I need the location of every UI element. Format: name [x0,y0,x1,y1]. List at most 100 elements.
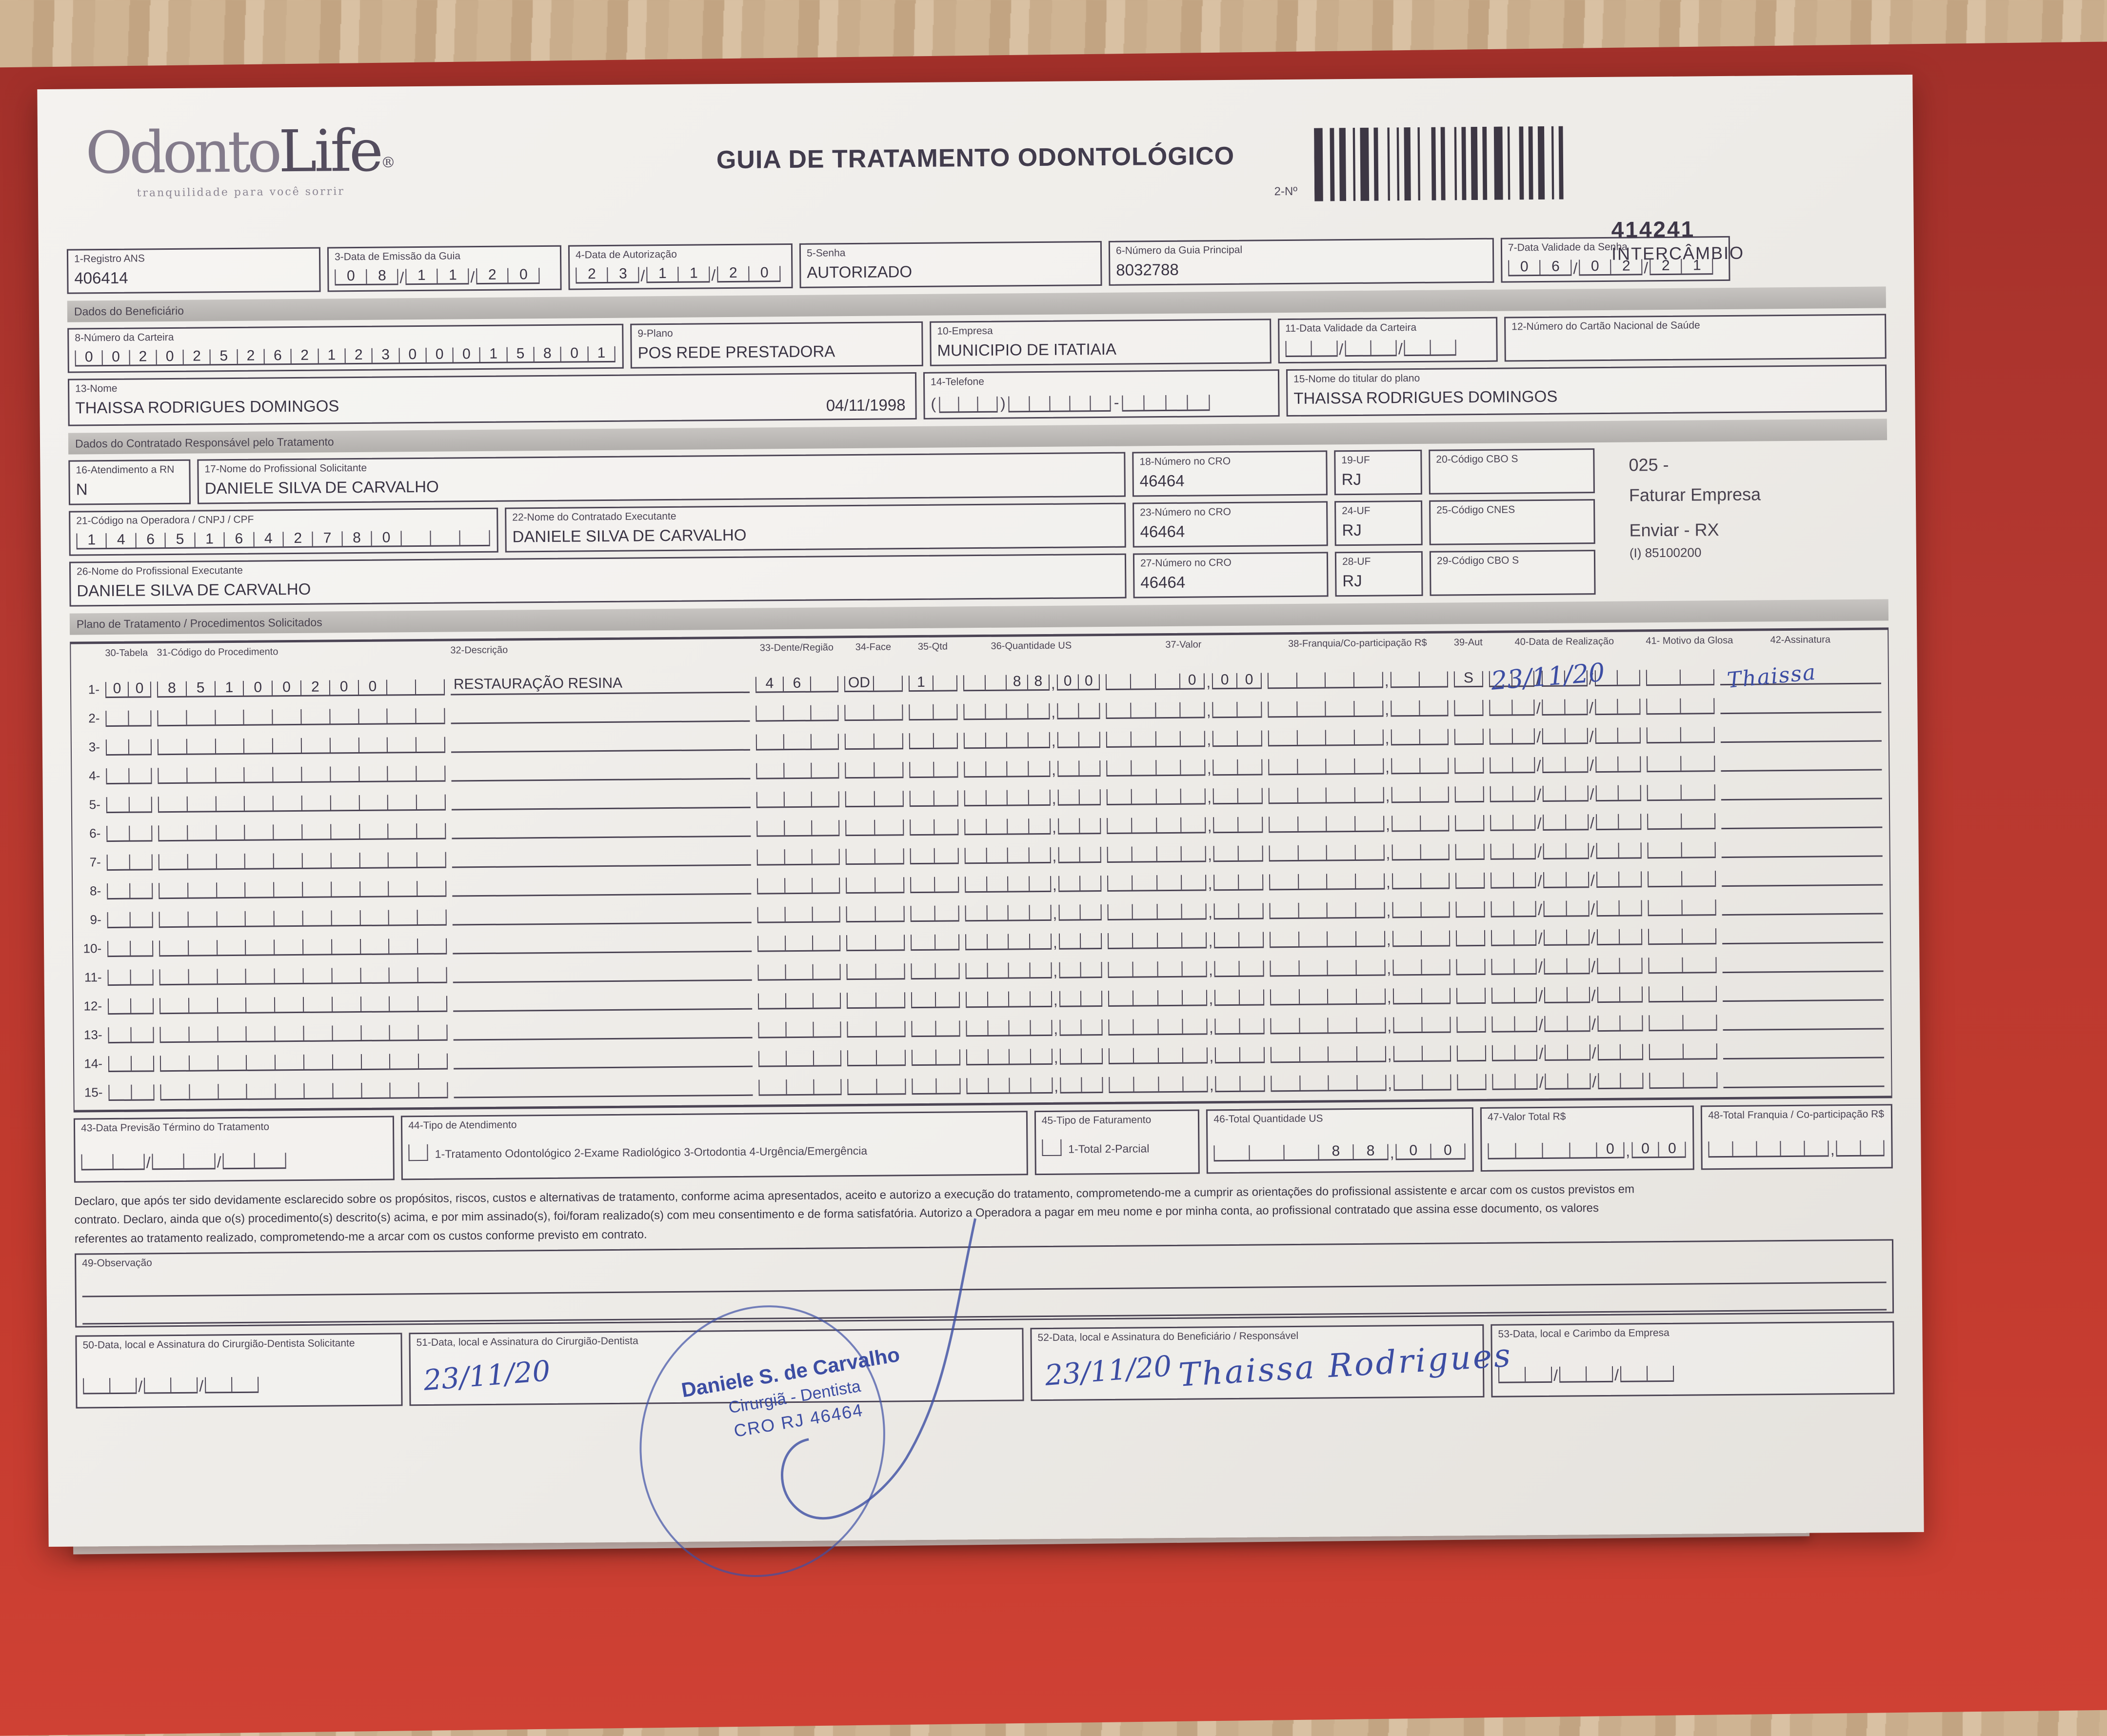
cell-ass: Thaissa [1720,660,1882,693]
table-row: 8-,,, / / [77,868,1883,900]
professional-row-3: 26-Nome do Profissional Executante DANIE… [69,550,1596,607]
cell-dente [758,1049,842,1067]
cell-face [847,1019,906,1038]
cell-data: / / [1491,898,1642,918]
cell-desc [451,733,751,753]
cell-desc [451,790,751,811]
cell-motivo [1647,783,1715,801]
field-label: 4-Data de Autorização [575,248,677,261]
field-value: 46464 [1140,522,1185,541]
cell-qtd [910,875,959,894]
field-value [1511,334,1878,337]
cell-valor: , [1106,729,1262,749]
field-cbo-executante: 29-Código CBO S [1429,550,1596,596]
table-row: 5-,,, / / [76,781,1882,814]
cell-aut [1454,698,1484,717]
cell-data: / / [1491,927,1643,947]
barcode-icon [1314,126,1564,201]
cell-desc [452,905,752,926]
cell-aut [1455,899,1485,918]
field-label: 49-Observação [82,1257,152,1269]
table-row: 12-,,, / / [78,983,1884,1015]
cell-tabela [108,1083,155,1101]
field-label: 12-Número do Cartão Nacional de Saúde [1511,319,1700,333]
cell-data: / / [1490,812,1642,832]
cell-codigo [157,735,446,756]
col-header-valor: 37-Valor [1165,639,1202,651]
side-note-line: (I) 85100200 [1629,545,1702,560]
observacao-line [82,1309,1887,1325]
field-uf-executante: 28-UF RJ [1334,551,1423,597]
cell-desc [452,848,751,868]
field-uf-solicitante: 19-UF RJ [1334,449,1422,496]
cell-qtd [912,1077,961,1095]
cell-aut [1455,928,1486,947]
field-telefone: 14-Telefone ( ) - [923,369,1280,419]
cell-dente [756,790,839,808]
cell-data: 23/11/20// [1489,658,1641,696]
field-value: 46464 [1140,573,1186,592]
field-value: RJ [1342,571,1362,590]
field-cro-executante-contratado: 23-Número no CRO 46464 [1133,501,1328,548]
billing-side-note: 025 - Faturar Empresa Enviar - RX (I) 85… [1594,440,1888,595]
col-header-tabela: 30-Tabela [105,647,148,659]
cell-data: / / [1491,870,1642,890]
procedures-table-body: 1- 0 0 8 5 1 0 0 2 0 0 RESTAURAÇÃO RESINA 4 6 OD 1 8 8, 0 0… [75,658,1885,1101]
cell-dente [758,1020,841,1038]
table-row: 15-,,, / / [78,1069,1885,1101]
field-carimbo-empresa: 53-Data, local e Carimbo da Empresa / / [1491,1321,1895,1397]
cell-face [846,933,905,952]
col-header-aut: 39-Aut [1453,637,1483,648]
cell-motivo [1649,1042,1718,1060]
side-note-line: 025 - [1629,454,1669,475]
cell-tabela [107,968,154,986]
cell-qus: , [963,701,1100,721]
table-row: 10-,,, / / [77,925,1884,958]
cell-motivo [1649,1013,1717,1032]
field-label: 13-Nome [75,382,118,395]
field-label: 27-Número no CRO [1140,557,1232,569]
field-label: 47-Valor Total R$ [1488,1111,1566,1123]
table-row: 13-,,, / / [78,1012,1884,1044]
cell-motivo [1646,697,1715,715]
signatures-row: 50-Data, local e Assinatura do Cirurgião… [75,1279,1895,1603]
cell-face [846,876,905,894]
field-cartao-nacional-saude: 12-Número do Cartão Nacional de Saúde [1504,314,1887,362]
table-row: 1- 0 0 8 5 1 0 0 2 0 0 RESTAURAÇÃO RESINA 4 6 OD 1 8 8, 0 0… [75,658,1882,698]
field-atendimento-rn: 16-Atendimento a RN N [68,459,191,505]
cell-valor: , [1106,700,1262,720]
field-value: DANIELE SILVA DE CARVALHO [77,579,311,600]
cell-desc [451,704,750,724]
guide-number-block: 414241 INTERCÂMBIO [1611,216,1744,264]
field-label: 44-Tipo de Atendimento [408,1119,517,1132]
date-comb: / / [1285,338,1456,358]
cell-codigo [159,879,447,899]
cell-ass [1721,753,1882,772]
field-registro-ans: 1-Registro ANS 406414 [66,247,321,294]
side-note-line: Enviar - RX [1629,519,1719,540]
field-label: 28-UF [1342,556,1371,568]
field-label: 18-Número no CRO [1139,455,1231,468]
cell-dente [757,962,841,981]
cell-qtd [911,961,960,980]
cell-codigo [159,1052,448,1072]
cell-face [844,732,904,750]
cell-ass [1721,810,1883,830]
cell-data: / / [1492,1071,1644,1091]
cell-valor: , [1108,959,1264,979]
cell-dente [757,934,841,952]
header-fields-row: 1-Registro ANS 406414 3-Data de Emissão … [66,236,1765,294]
cell-desc [453,1020,753,1041]
cell-valor: , [1107,844,1263,864]
paper-sheet: OdontoLife® tranquilidade para você sorr… [37,74,1924,1603]
cell-desc: RESTAURAÇÃO RESINA [450,675,750,696]
cell-franq: , [1270,958,1451,978]
cell-aut: S [1453,669,1484,688]
field-value: DANIELE SILVA DE CARVALHO [512,525,747,546]
field-value [1437,570,1587,571]
phone-ddd-comb [938,395,998,413]
phone-comb: ( ) - [931,392,1271,413]
